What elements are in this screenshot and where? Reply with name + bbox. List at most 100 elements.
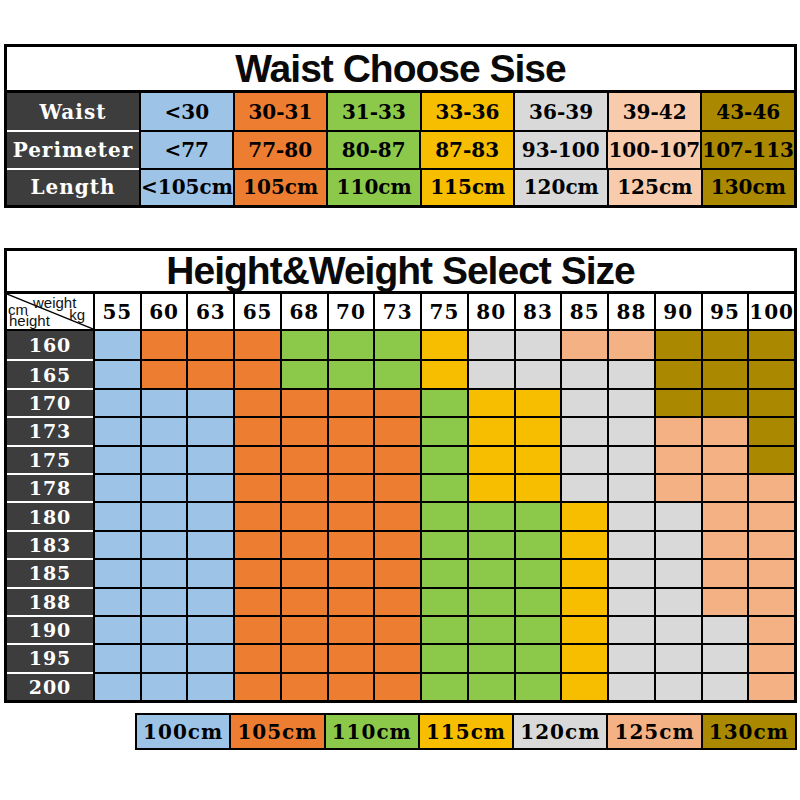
waist-range-cell: 105cm	[233, 168, 327, 205]
size-cell-blue	[93, 672, 140, 700]
waist-range-cell: 120cm	[513, 168, 607, 205]
height-label: 178	[7, 473, 93, 501]
size-cell-gold	[747, 416, 794, 444]
size-cell-blue	[93, 331, 140, 359]
size-grid-row: 160	[7, 331, 794, 359]
size-cell-orange	[233, 388, 280, 416]
weight-header-cell: 80	[467, 294, 514, 329]
size-grid-row: 175	[7, 445, 794, 473]
size-cell-orange	[233, 615, 280, 643]
size-cell-gold	[654, 359, 701, 387]
waist-range-cell: <105cm	[139, 168, 233, 205]
size-cell-orange	[233, 501, 280, 529]
size-cell-peach	[747, 643, 794, 671]
size-cell-yellow	[420, 359, 467, 387]
size-cell-orange	[327, 672, 374, 700]
size-cell-blue	[93, 615, 140, 643]
size-cell-blue	[93, 587, 140, 615]
size-cell-green	[420, 473, 467, 501]
size-cell-green	[327, 359, 374, 387]
size-cell-peach	[701, 530, 748, 558]
waist-range-cell: 36-39	[513, 93, 607, 130]
waist-range-cell: 110cm	[326, 168, 420, 205]
corner-height-label: height	[9, 313, 50, 328]
size-cell-orange	[233, 445, 280, 473]
legend-item: 125cm	[606, 715, 700, 748]
size-cell-orange	[186, 331, 233, 359]
size-cell-yellow	[514, 388, 561, 416]
size-cell-yellow	[514, 473, 561, 501]
size-cell-blue	[140, 416, 187, 444]
size-cell-green	[467, 558, 514, 586]
waist-range-cell: 115cm	[420, 168, 514, 205]
size-cell-orange	[233, 530, 280, 558]
size-cell-orange	[373, 558, 420, 586]
waist-range-cell: <77	[139, 130, 232, 167]
size-cell-yellow	[560, 501, 607, 529]
height-weight-title: Height&Weight Select Size	[4, 248, 797, 294]
size-cell-peach	[654, 445, 701, 473]
size-cell-blue	[93, 359, 140, 387]
size-grid-row: 173	[7, 416, 794, 444]
size-cell-peach	[747, 587, 794, 615]
size-cell-orange	[233, 672, 280, 700]
size-cell-blue	[186, 643, 233, 671]
size-cell-green	[373, 331, 420, 359]
size-cell-blue	[93, 416, 140, 444]
size-cell-orange	[280, 445, 327, 473]
size-cell-orange	[140, 359, 187, 387]
size-cell-blue	[140, 530, 187, 558]
size-cell-orange	[373, 388, 420, 416]
size-cell-green	[420, 672, 467, 700]
size-cell-orange	[327, 615, 374, 643]
size-cell-green	[420, 643, 467, 671]
size-cell-yellow	[467, 473, 514, 501]
size-cell-blue	[140, 388, 187, 416]
size-cell-gold	[701, 359, 748, 387]
size-cell-gray	[701, 643, 748, 671]
weight-header-cell: 68	[280, 294, 327, 329]
size-grid-row: 170	[7, 388, 794, 416]
size-cell-gray	[654, 587, 701, 615]
size-cell-gray	[701, 615, 748, 643]
size-cell-orange	[280, 643, 327, 671]
size-cell-gold	[654, 331, 701, 359]
size-cell-peach	[701, 473, 748, 501]
size-grid-body: 160165170173175178180183185188190195200	[7, 331, 794, 700]
size-cell-blue	[93, 388, 140, 416]
size-cell-yellow	[560, 558, 607, 586]
size-cell-orange	[233, 359, 280, 387]
size-cell-orange	[373, 501, 420, 529]
height-weight-grid: weight kg cm height 55606365687073758083…	[4, 294, 797, 703]
size-grid-row: 180	[7, 501, 794, 529]
size-cell-orange	[373, 587, 420, 615]
weight-header-cell: 90	[654, 294, 701, 329]
size-cell-gray	[560, 473, 607, 501]
size-cell-peach	[701, 416, 748, 444]
size-cell-yellow	[560, 587, 607, 615]
size-cell-green	[420, 615, 467, 643]
legend-item: 130cm	[701, 715, 795, 748]
size-cell-blue	[186, 473, 233, 501]
waist-table-row: Perimeter<7777-8080-8787-8393-100100-107…	[7, 130, 794, 167]
size-cell-gray	[467, 331, 514, 359]
size-cell-gray	[654, 558, 701, 586]
size-cell-gray	[654, 501, 701, 529]
size-cell-green	[420, 388, 467, 416]
size-cell-orange	[373, 643, 420, 671]
weight-header-cell: 83	[514, 294, 561, 329]
weight-header-row: weight kg cm height 55606365687073758083…	[7, 294, 794, 331]
height-label: 190	[7, 615, 93, 643]
size-cell-gray	[560, 359, 607, 387]
size-cell-gray	[560, 388, 607, 416]
size-cell-green	[467, 587, 514, 615]
size-cell-blue	[93, 445, 140, 473]
size-cell-peach	[701, 501, 748, 529]
size-cell-peach	[654, 416, 701, 444]
size-cell-gray	[607, 672, 654, 700]
waist-range-cell: 107-113	[700, 130, 794, 167]
waist-range-cell: 93-100	[513, 130, 606, 167]
size-cell-orange	[233, 558, 280, 586]
weight-header-cell: 65	[233, 294, 280, 329]
waist-range-cell: 130cm	[701, 168, 795, 205]
